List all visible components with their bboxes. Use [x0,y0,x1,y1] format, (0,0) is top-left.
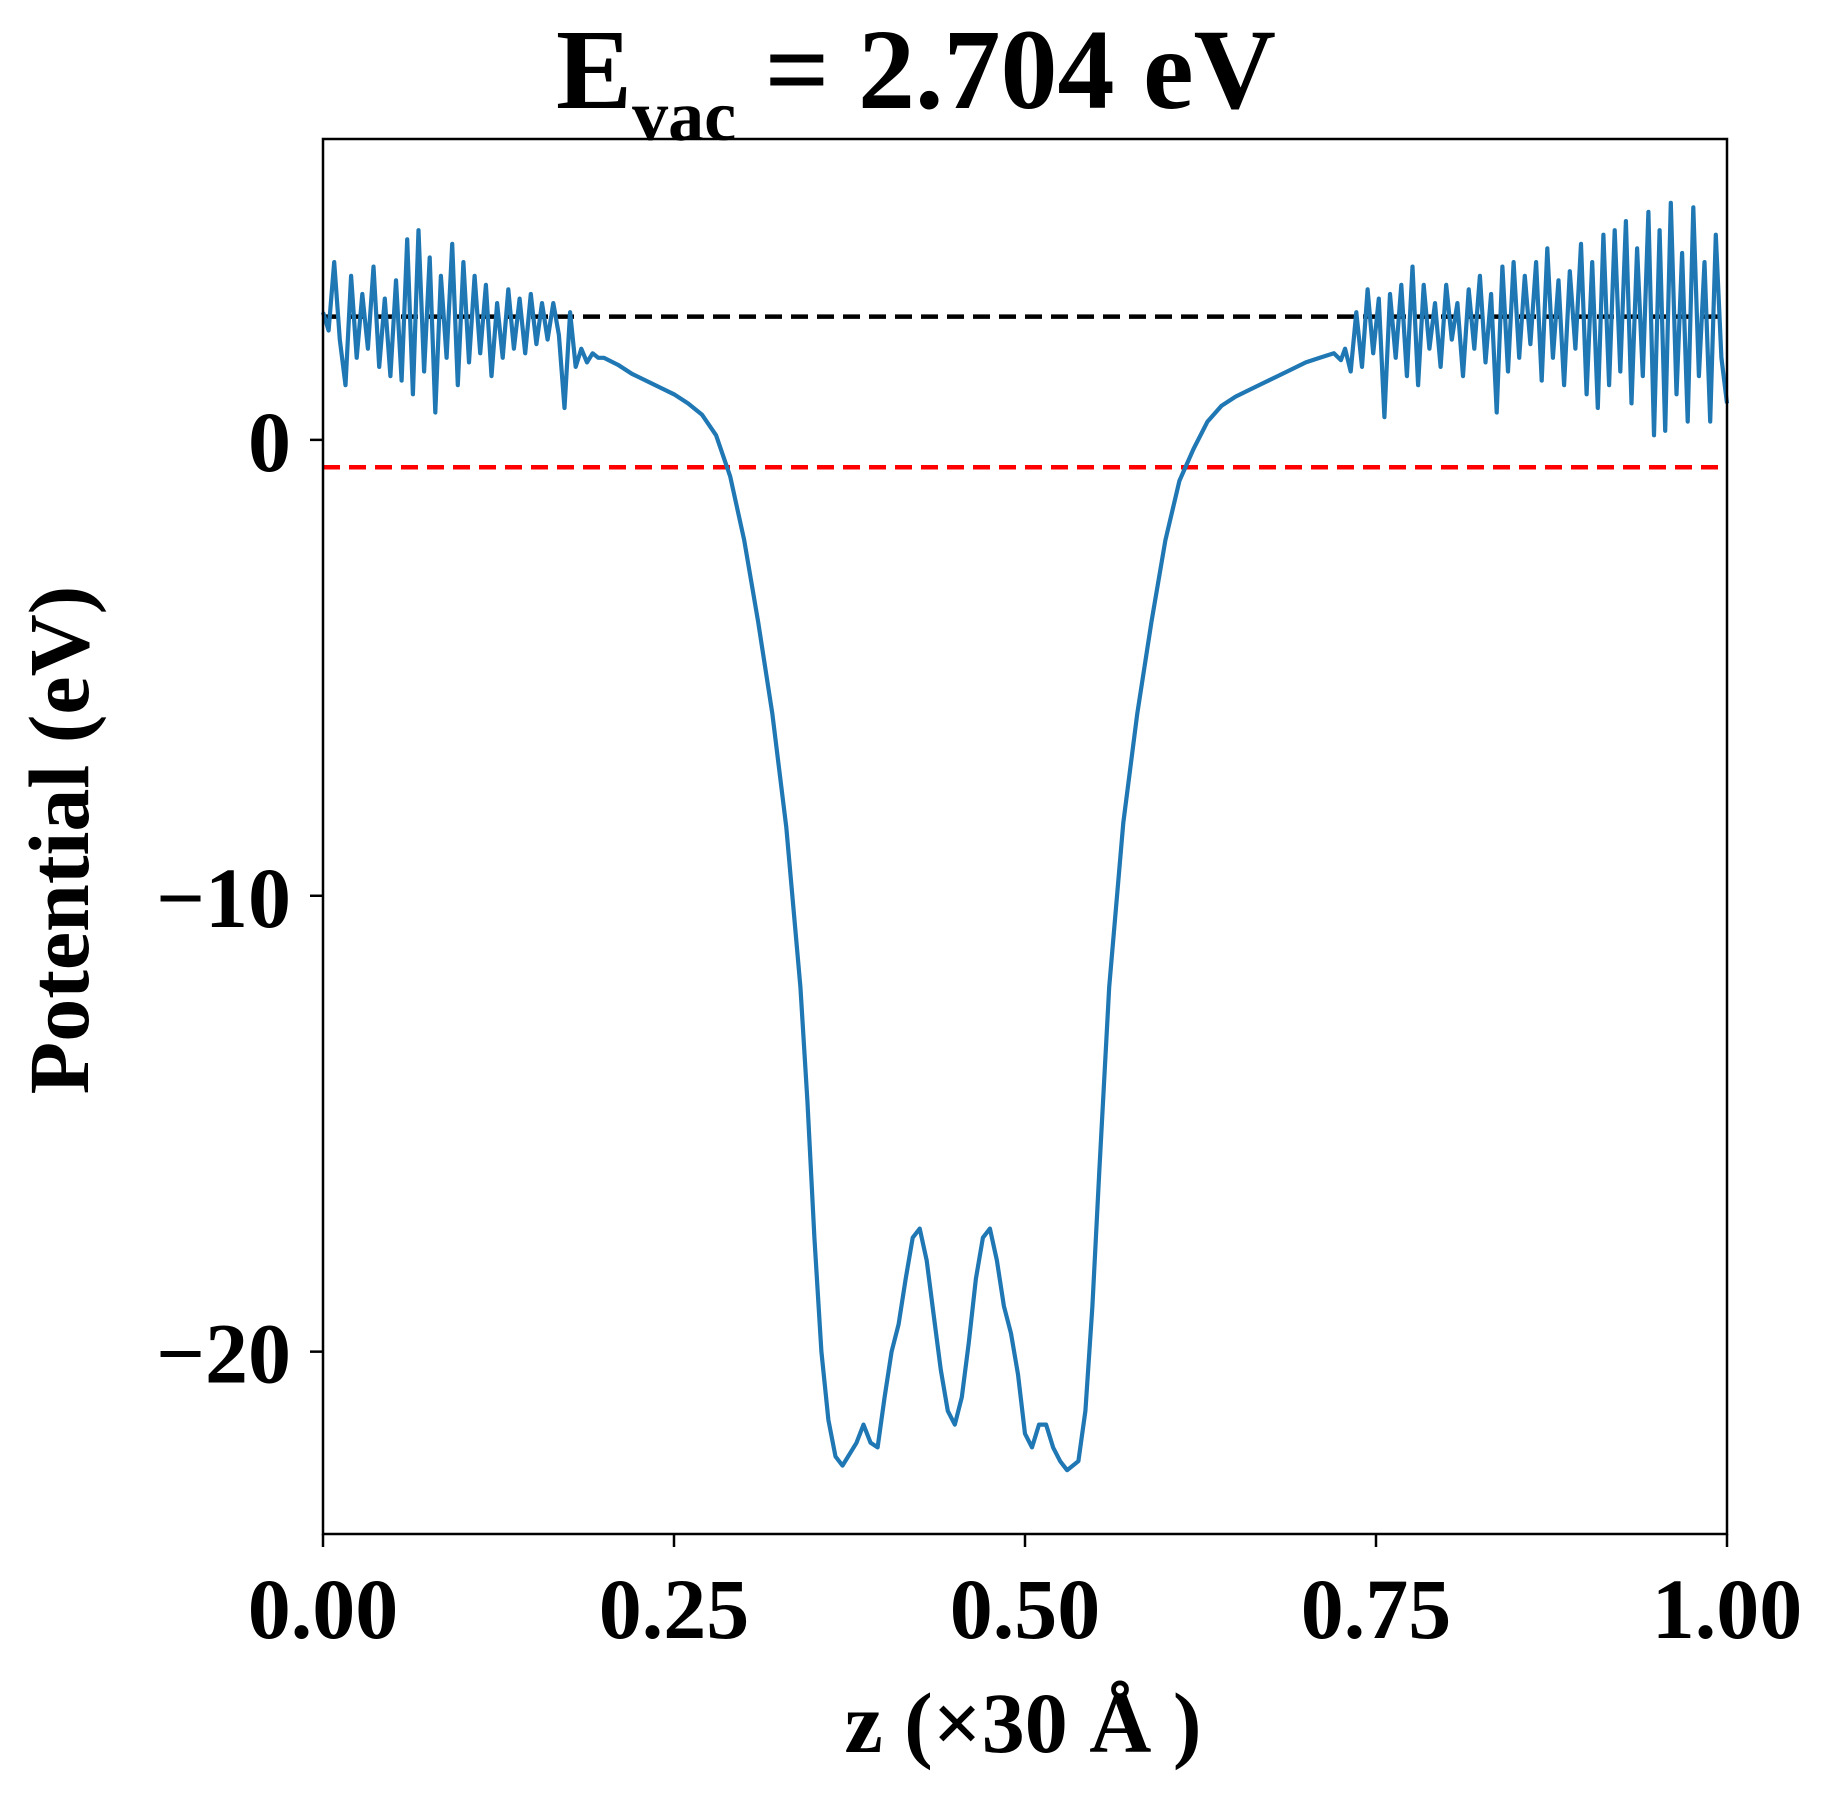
x-tick-label: 0.50 [950,1561,1101,1657]
x-tick-label: 0.00 [248,1561,399,1657]
y-tick-label: −10 [156,850,291,946]
x-axis-label: z (×30 Å ) [844,1675,1201,1771]
chart-title: Evac = 2.704 eV [556,6,1276,156]
x-tick-label: 0.75 [1301,1561,1452,1657]
series-line-0 [320,200,1730,1473]
x-tick-label: 0.25 [599,1561,750,1657]
plot-area: 0.00 0.25 0.50 0.75 1.00 0 −10 −20 [156,137,1803,1657]
y-tick-label: 0 [248,394,291,490]
x-tick-label: 1.00 [1652,1561,1803,1657]
y-axis-label: Potential (eV) [11,586,107,1095]
axes-frame [321,137,1729,1536]
y-tick-label: −20 [156,1306,291,1402]
